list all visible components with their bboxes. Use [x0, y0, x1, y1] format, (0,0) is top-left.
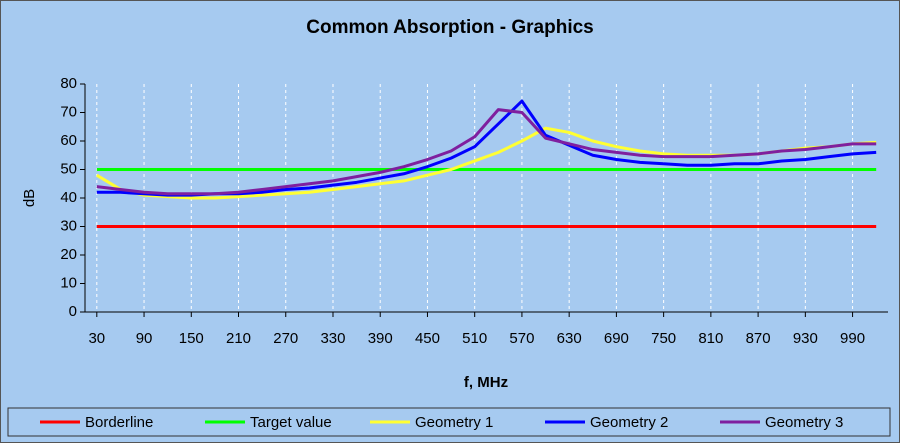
y-tick-label: 0	[69, 303, 77, 320]
x-tick-label: 510	[462, 330, 487, 347]
series-line	[96, 108, 877, 196]
legend-label: Borderline	[85, 414, 153, 431]
x-tick-label: 810	[698, 330, 723, 347]
y-tick-label: 10	[60, 274, 77, 291]
x-tick-label: 30	[88, 330, 105, 347]
x-tick-label: 930	[793, 330, 818, 347]
y-axis-label: dB	[21, 189, 38, 207]
legend-label: Geometry 2	[590, 414, 668, 431]
x-tick-label: 270	[273, 330, 298, 347]
x-tick-label: 150	[179, 330, 204, 347]
x-tick-label: 390	[368, 330, 393, 347]
legend-label: Geometry 1	[415, 414, 493, 431]
y-tick-label: 40	[60, 189, 77, 206]
y-tick-label: 30	[60, 217, 77, 234]
x-tick-label: 570	[509, 330, 534, 347]
legend-label: Geometry 3	[765, 414, 843, 431]
x-tick-label: 630	[557, 330, 582, 347]
x-tick-label: 750	[651, 330, 676, 347]
x-tick-label: 690	[604, 330, 629, 347]
x-tick-label: 330	[320, 330, 345, 347]
y-tick-label: 70	[60, 103, 77, 120]
x-tick-label: 90	[136, 330, 153, 347]
y-tick-label: 20	[60, 246, 77, 263]
x-tick-label: 990	[840, 330, 865, 347]
x-tick-label: 210	[226, 330, 251, 347]
x-axis-label: f, MHz	[464, 374, 508, 391]
y-tick-label: 50	[60, 160, 77, 177]
y-tick-label: 80	[60, 75, 77, 92]
legend-label: Target value	[250, 414, 332, 431]
y-tick-label: 60	[60, 132, 77, 149]
x-tick-label: 870	[746, 330, 771, 347]
chart-title: Common Absorption - Graphics	[306, 17, 593, 38]
x-tick-label: 450	[415, 330, 440, 347]
